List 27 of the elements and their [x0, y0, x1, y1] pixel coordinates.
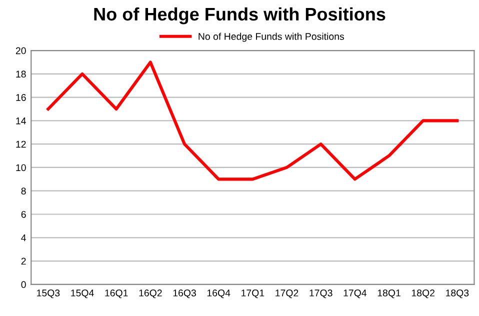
x-tick-label: 15Q4 [71, 290, 94, 298]
x-tick-label: 16Q3 [173, 290, 196, 298]
y-tick-label: 14 [16, 118, 26, 124]
x-tick-label: 17Q2 [276, 290, 298, 298]
x-tick-label: 18Q3 [446, 290, 469, 298]
y-tick-label: 18 [16, 70, 26, 78]
chart-title: No of Hedge Funds with Positions [94, 7, 386, 24]
y-tick-label: 2 [21, 258, 26, 265]
x-tick-label: 17Q3 [310, 290, 332, 298]
y-tick-label: 6 [21, 210, 26, 218]
x-tick-label: 16Q1 [105, 290, 128, 298]
x-tick-label: 16Q4 [207, 290, 230, 298]
x-tick-label: 15Q3 [37, 290, 60, 298]
legend-label: No of Hedge Funds with Positions [198, 32, 344, 42]
line-series [46, 60, 459, 181]
x-tick-label: 17Q1 [242, 290, 264, 298]
y-tick-label: 16 [16, 94, 26, 101]
x-tick-label: 17Q4 [344, 290, 367, 298]
x-tick-label: 16Q2 [139, 290, 162, 298]
y-tick-label: 0 [21, 281, 26, 288]
y-tick-label: 4 [21, 234, 26, 242]
y-tick-label: 12 [16, 140, 26, 148]
y-tick-label: 10 [16, 164, 26, 172]
x-tick-label: 18Q2 [412, 290, 434, 298]
x-tick-label: 18Q1 [378, 290, 400, 298]
y-tick-label: 8 [21, 188, 26, 194]
y-tick-label: 20 [16, 47, 26, 54]
